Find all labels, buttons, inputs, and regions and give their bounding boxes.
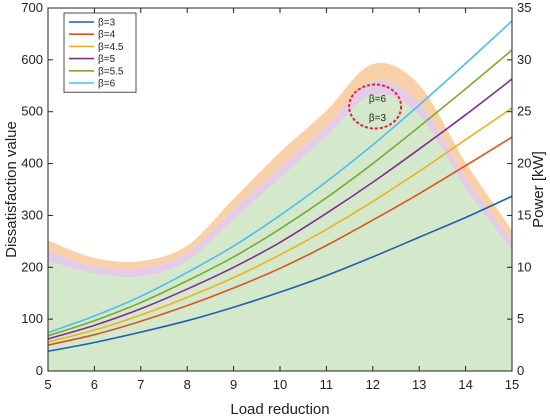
legend-label: β=4 — [98, 30, 116, 41]
series-line-5 — [47, 20, 513, 334]
series-lines — [47, 20, 513, 353]
x-tick-label: 10 — [273, 377, 287, 392]
y-tick-label: 700 — [21, 0, 43, 15]
legend-label: β=3 — [98, 18, 116, 29]
y-tick-label: 500 — [21, 104, 43, 119]
legend: β=3β=4β=4.5β=5β=5.5 β=6 — [63, 12, 137, 93]
x-tick-label: 9 — [230, 377, 237, 392]
y2-tick-label: 0 — [517, 363, 524, 378]
legend-label: β=4.5 — [98, 42, 124, 53]
annotation-1: β=3 — [369, 113, 387, 124]
annotation-0: β=6 — [369, 94, 387, 105]
power-bands — [48, 62, 512, 371]
power-band-0 — [48, 62, 512, 270]
y2-tick-label: 15 — [517, 207, 531, 222]
highlight-ellipse — [348, 83, 403, 130]
legend-label: β=6 — [98, 79, 116, 90]
x-tick-label: 8 — [184, 377, 191, 392]
y-tick-label: 0 — [36, 363, 43, 378]
x-tick-label: 13 — [412, 377, 426, 392]
x-tick-label: 15 — [505, 377, 519, 392]
y-axis-label: Dissatisfaction value — [3, 121, 20, 258]
legend-label: β=5.5 — [98, 66, 124, 77]
x-tick-label: 12 — [366, 377, 380, 392]
series-line-0 — [47, 195, 513, 353]
y2-tick-label: 5 — [517, 311, 524, 326]
x-tick-label: 11 — [320, 377, 334, 392]
y2-tick-label: 25 — [517, 104, 531, 119]
y2-tick-label: 30 — [517, 52, 531, 67]
power-band-2 — [48, 94, 512, 371]
y2-axis-label: Power [kW] — [530, 151, 547, 228]
y-tick-label: 300 — [21, 207, 43, 222]
y2-tick-label: 20 — [517, 156, 531, 171]
annotations: β=6 β=3 — [348, 83, 403, 130]
legend-box — [63, 12, 137, 93]
axis-ticks: 5 6 7 8 9 10 11 12 13 14 1501002003004005006007000… — [21, 0, 531, 392]
series-line-4 — [47, 49, 513, 337]
series-line-1 — [47, 136, 513, 346]
x-axis-label: Load reduction — [230, 401, 329, 418]
x-tick-label: 7 — [137, 377, 144, 392]
y2-tick-label: 10 — [517, 259, 531, 274]
x-tick-label: 14 — [458, 377, 472, 392]
x-tick-label: 5 — [44, 377, 51, 392]
y-tick-label: 200 — [21, 259, 43, 274]
y-tick-label: 100 — [21, 311, 43, 326]
legend-label: β=5 — [98, 54, 116, 65]
x-tick-label: 6 — [91, 377, 98, 392]
y-tick-label: 600 — [21, 52, 43, 67]
series-line-2 — [47, 107, 513, 343]
y-tick-label: 400 — [21, 156, 43, 171]
y2-tick-label: 35 — [517, 0, 531, 15]
series-line-3 — [47, 78, 513, 340]
